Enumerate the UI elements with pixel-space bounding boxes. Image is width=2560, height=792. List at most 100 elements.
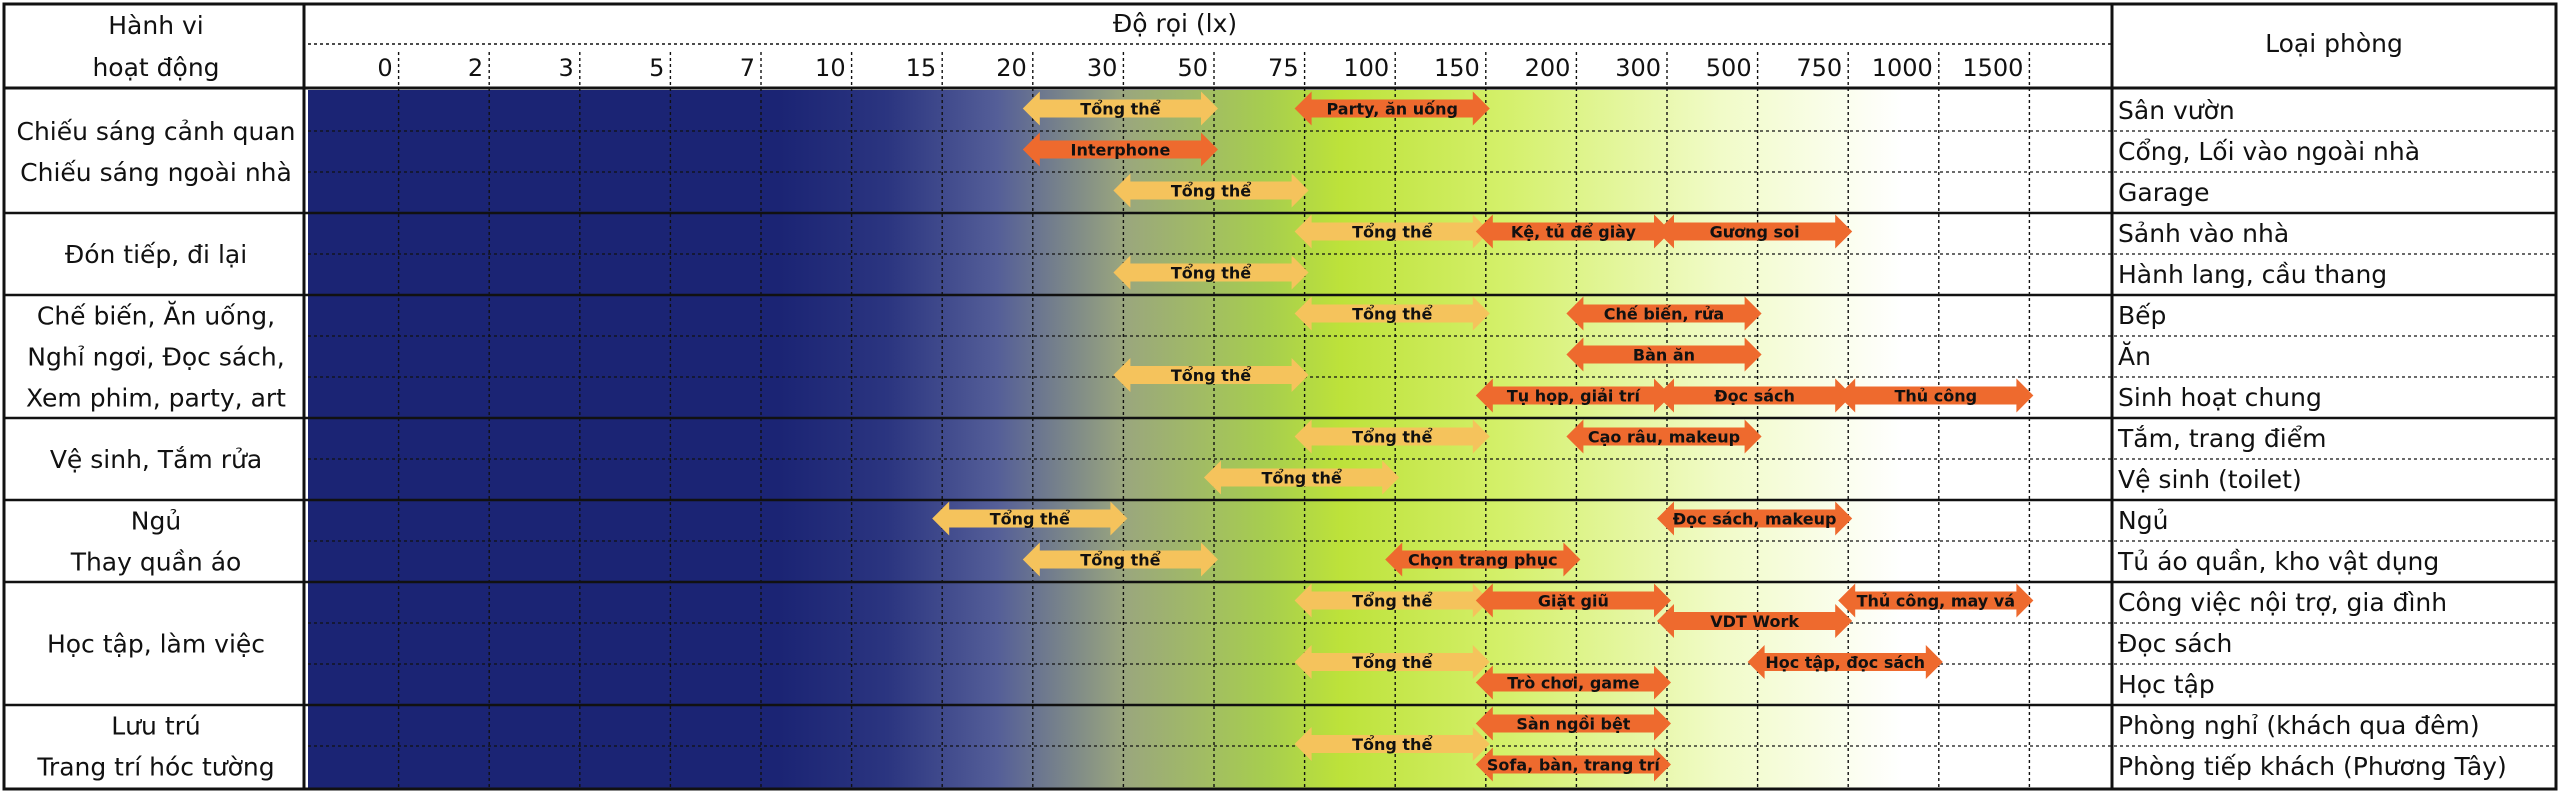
range-arrow	[1475, 665, 1671, 700]
tick-label: 150	[1434, 54, 1480, 82]
range-arrow	[1022, 91, 1218, 126]
range-arrow	[1475, 706, 1671, 741]
range-arrow	[1294, 91, 1490, 126]
tick-label: 3	[559, 54, 574, 82]
range-label: Bàn ăn	[1633, 346, 1695, 365]
range-arrow-layer: Tổng thể Party, ăn uống Interphone Tổng thể…	[932, 91, 2034, 782]
range-arrow	[1022, 132, 1218, 167]
room-label: Đọc sách	[2118, 629, 2232, 658]
chart-title: Độ rọi (lx)	[1113, 9, 1237, 38]
range-arrow	[1475, 214, 1671, 249]
range-label: Tổng thể	[1080, 100, 1160, 119]
range-arrow	[1294, 727, 1490, 761]
range-label: Chọn trang phục	[1408, 551, 1558, 570]
activity-label: Vệ sinh, Tắm rửa	[50, 445, 262, 474]
range-label: Tổng thể	[1171, 182, 1251, 201]
room-label: Cổng, Lối vào ngoài nhà	[2118, 137, 2420, 166]
activity-label: Chiếu sáng cảnh quan	[16, 117, 295, 146]
range-label: Thủ công	[1895, 387, 1978, 406]
range-label: Học tập, đọc sách	[1765, 653, 1925, 672]
range-label: Trò chơi, game	[1507, 674, 1640, 693]
tick-label: 1500	[1962, 54, 2023, 82]
tick-label: 750	[1796, 54, 1842, 82]
activity-label: Xem phim, party, art	[26, 384, 286, 413]
room-label: Ăn	[2118, 341, 2151, 371]
tick-label: 75	[1268, 54, 1299, 82]
range-label: Sofa, bàn, trang trí	[1487, 756, 1662, 775]
range-arrow	[1113, 255, 1309, 290]
tick-label: 0	[377, 54, 392, 82]
range-label: Tổng thể	[1352, 653, 1432, 672]
range-arrow	[1294, 645, 1490, 679]
activity-label: Chiếu sáng ngoài nhà	[20, 158, 292, 187]
activity-label: Lưu trú	[111, 712, 201, 741]
room-label: Hành lang, cầu thang	[2118, 260, 2387, 289]
room-label: Phòng tiếp khách (Phương Tây)	[2118, 752, 2507, 781]
activity-label: Đón tiếp, đi lại	[65, 240, 247, 269]
tick-label: 7	[740, 54, 755, 82]
range-label: Tổng thể	[1352, 735, 1432, 754]
range-label: Tổng thể	[1352, 428, 1432, 447]
range-arrow	[1294, 419, 1490, 454]
range-label: Tổng thể	[990, 510, 1070, 529]
range-arrow	[1385, 542, 1581, 577]
range-label: Giặt giũ	[1538, 592, 1609, 611]
range-arrow	[1566, 296, 1762, 331]
header-left-line-2: hoạt động	[92, 53, 219, 82]
range-arrow	[1657, 501, 1853, 536]
range-arrow	[1657, 214, 1853, 249]
room-label: Tủ áo quần, kho vật dụng	[2117, 547, 2439, 576]
header-right: Loại phòng	[2265, 29, 2403, 58]
range-arrow	[1838, 583, 2034, 618]
range-label: Tổng thể	[1352, 305, 1432, 324]
header-left-line-1: Hành vi	[108, 11, 204, 40]
room-label: Ngủ	[2118, 506, 2168, 535]
header-layer: Hành vi hoạt động Độ rọi (lx) Loại phòng 0 2 3…	[92, 9, 2402, 82]
range-label: Thủ công, may vá	[1857, 592, 2015, 611]
room-label: Tắm, trang điểm	[2117, 424, 2326, 453]
range-arrow	[1294, 583, 1490, 618]
range-arrow	[1475, 747, 1671, 782]
activity-label: Học tập, làm việc	[47, 630, 265, 659]
range-label: Party, ăn uống	[1326, 100, 1457, 119]
range-label: Chế biến, rửa	[1604, 305, 1724, 324]
range-label: Kệ, tủ để giày	[1511, 223, 1637, 242]
activity-label: Nghỉ ngơi, Đọc sách,	[27, 343, 284, 372]
tick-label: 2	[468, 54, 483, 82]
activity-label: Ngủ	[131, 507, 181, 536]
range-arrow	[1475, 583, 1671, 618]
tick-label: 200	[1525, 54, 1571, 82]
range-arrow	[932, 501, 1128, 536]
tick-label: 100	[1343, 54, 1389, 82]
range-arrow	[1294, 214, 1490, 249]
range-arrow	[1113, 173, 1309, 208]
range-arrow	[1657, 604, 1853, 638]
room-label: Học tập	[2118, 670, 2215, 699]
tick-label: 30	[1087, 54, 1118, 82]
room-label: Sinh hoạt chung	[2118, 383, 2322, 412]
room-label: Bếp	[2118, 301, 2166, 330]
room-label: Công việc nội trợ, gia đình	[2118, 588, 2447, 617]
range-label: Tổng thể	[1352, 592, 1432, 611]
range-label: VDT Work	[1710, 612, 1799, 631]
range-arrow	[1838, 378, 2034, 413]
range-label: Sàn ngồi bệt	[1516, 715, 1630, 734]
tick-label: 500	[1706, 54, 1752, 82]
range-arrow	[1657, 378, 1853, 413]
tick-label: 10	[815, 54, 846, 82]
tick-label: 300	[1615, 54, 1661, 82]
room-label: Phòng nghỉ (khách qua đêm)	[2118, 711, 2480, 740]
range-arrow	[1566, 419, 1762, 454]
tick-label: 20	[996, 54, 1027, 82]
activity-label: Trang trí hóc tường	[36, 753, 274, 782]
range-label: Tổng thể	[1171, 264, 1251, 283]
range-label: Đọc sách	[1714, 387, 1795, 406]
room-label: Garage	[2118, 178, 2210, 207]
tick-label: 1000	[1872, 54, 1933, 82]
tick-label: 50	[1177, 54, 1208, 82]
range-arrow	[1475, 378, 1671, 413]
range-arrow	[1566, 337, 1762, 372]
range-label: Gương soi	[1710, 223, 1800, 242]
